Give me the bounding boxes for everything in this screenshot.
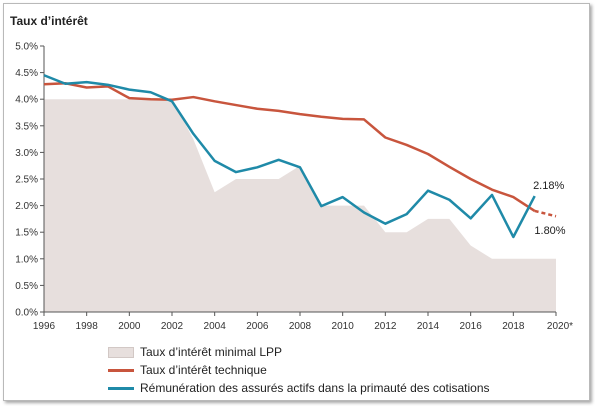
legend: Taux d’intérêt minimal LPP Taux d’intérê… (108, 343, 490, 397)
series-projection-technical-rate (534, 209, 557, 218)
x-tick-label: 2018 (502, 321, 525, 332)
line-layer (43, 74, 557, 239)
y-tick-label: 5.0% (15, 42, 38, 53)
legend-label: Taux d’intérêt technique (140, 363, 267, 377)
data-label: 2.18% (533, 180, 564, 192)
x-tick-label: 1996 (33, 321, 56, 332)
legend-item-remuneration: Rémunération des assurés actifs dans la … (108, 379, 490, 397)
x-tick-label: 2002 (161, 321, 184, 332)
area-minimal-rate (44, 99, 556, 312)
y-tick-label: 1.0% (15, 254, 38, 265)
legend-swatch-line (108, 386, 134, 390)
x-tick-label: 2016 (460, 321, 483, 332)
legend-label: Taux d’intérêt minimal LPP (140, 345, 283, 359)
y-tick-label: 0.0% (15, 308, 38, 319)
y-tick-label: 2.5% (15, 175, 38, 186)
x-tick-label: 2008 (289, 321, 312, 332)
y-tick-label: 3.0% (15, 148, 38, 159)
x-tick-label: 2020* (547, 321, 573, 332)
x-tick-label: 2000 (118, 321, 141, 332)
legend-swatch-line (108, 368, 134, 372)
legend-item-technical-rate: Taux d’intérêt technique (108, 361, 490, 379)
y-tick-label: 2.0% (15, 201, 38, 212)
axis-layer: 0.0% 0.5% 1.0% 1.5% 2.0% 2.5% 3.0% 3.5% 4.0% 4.5%… (15, 42, 573, 333)
legend-item-minimal-rate: Taux d’intérêt minimal LPP (108, 343, 490, 361)
chart-title: Taux d’intérêt (10, 14, 88, 28)
x-tick-label: 1998 (76, 321, 99, 332)
legend-label: Rémunération des assurés actifs dans la … (140, 381, 490, 395)
series-line-technical-rate (43, 81, 536, 212)
x-tick-label: 2004 (204, 321, 227, 332)
x-tick-label: 2014 (417, 321, 440, 332)
y-tick-label: 0.5% (15, 281, 38, 292)
series-line-remuneration (43, 74, 536, 239)
y-tick-label: 1.5% (15, 228, 38, 239)
y-tick-label: 3.5% (15, 121, 38, 132)
y-tick-label: 4.5% (15, 68, 38, 79)
data-label: 1.80% (534, 225, 565, 237)
area-layer (44, 99, 556, 312)
legend-swatch-area (108, 346, 134, 358)
label-layer: 2.18% 1.80% (533, 180, 566, 237)
x-tick-label: 2006 (246, 321, 269, 332)
y-tick-label: 4.0% (15, 95, 38, 106)
x-tick-label: 2012 (374, 321, 397, 332)
x-tick-label: 2010 (332, 321, 355, 332)
